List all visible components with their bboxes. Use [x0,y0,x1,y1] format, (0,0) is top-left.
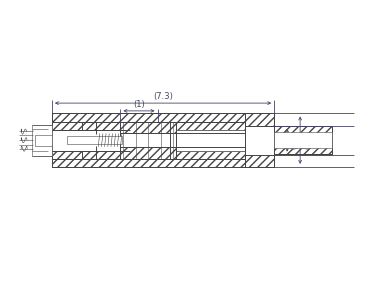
Polygon shape [245,154,274,167]
Text: (7.3): (7.3) [153,92,173,101]
Polygon shape [52,130,130,151]
Polygon shape [245,114,274,126]
Bar [35,135,52,146]
Bar [170,130,245,151]
Text: (1.6): (1.6) [290,131,299,149]
Polygon shape [52,151,130,159]
Polygon shape [52,122,130,130]
Polygon shape [52,122,245,159]
Bar [67,136,122,144]
Polygon shape [52,114,245,122]
Polygon shape [52,159,245,167]
Polygon shape [170,122,245,130]
Bar [121,133,176,147]
Polygon shape [274,126,332,154]
Polygon shape [32,125,52,156]
Bar [274,132,332,148]
Polygon shape [121,147,176,159]
Text: (1): (1) [133,101,145,109]
Text: (2.4): (2.4) [303,131,312,149]
Polygon shape [170,151,245,159]
Polygon shape [121,122,176,133]
